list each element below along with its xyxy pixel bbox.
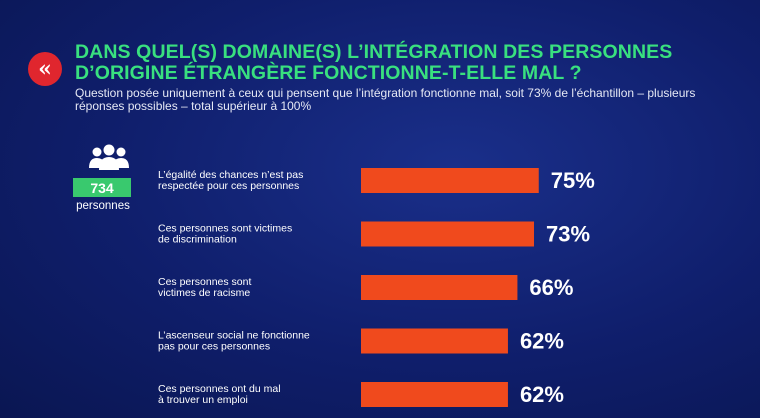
category-label: L’égalité des chances n’est pas respectée… — [158, 169, 303, 192]
bar — [361, 221, 535, 247]
quote-icon: « — [28, 52, 62, 86]
value-label: 62% — [520, 382, 564, 407]
category-label: Ces personnes sont victimes de racisme — [158, 276, 251, 299]
value-label: 73% — [546, 222, 590, 247]
bar — [361, 275, 518, 300]
bar — [361, 328, 508, 354]
category-label: L’ascenseur social ne fonctionne pas pour… — [158, 330, 310, 353]
bar — [361, 168, 539, 193]
value-label: 62% — [520, 329, 564, 354]
chart-title: DANS QUEL(S) DOMAINE(S) L’INTÉGRATION DE… — [75, 41, 673, 84]
chart-subtitle: Question posée uniquement à ceux qui pen… — [75, 86, 696, 113]
category-label: Ces personnes ont du mal à trouver un emp… — [158, 383, 281, 406]
value-label: 66% — [529, 275, 573, 300]
bar — [361, 382, 508, 407]
sample-count-label: personnes — [76, 200, 130, 212]
sample-count: 734 — [73, 178, 131, 197]
people-icon — [89, 144, 129, 170]
category-label: Ces personnes sont victimes de discrimina… — [158, 223, 292, 246]
value-label: 75% — [551, 168, 595, 193]
